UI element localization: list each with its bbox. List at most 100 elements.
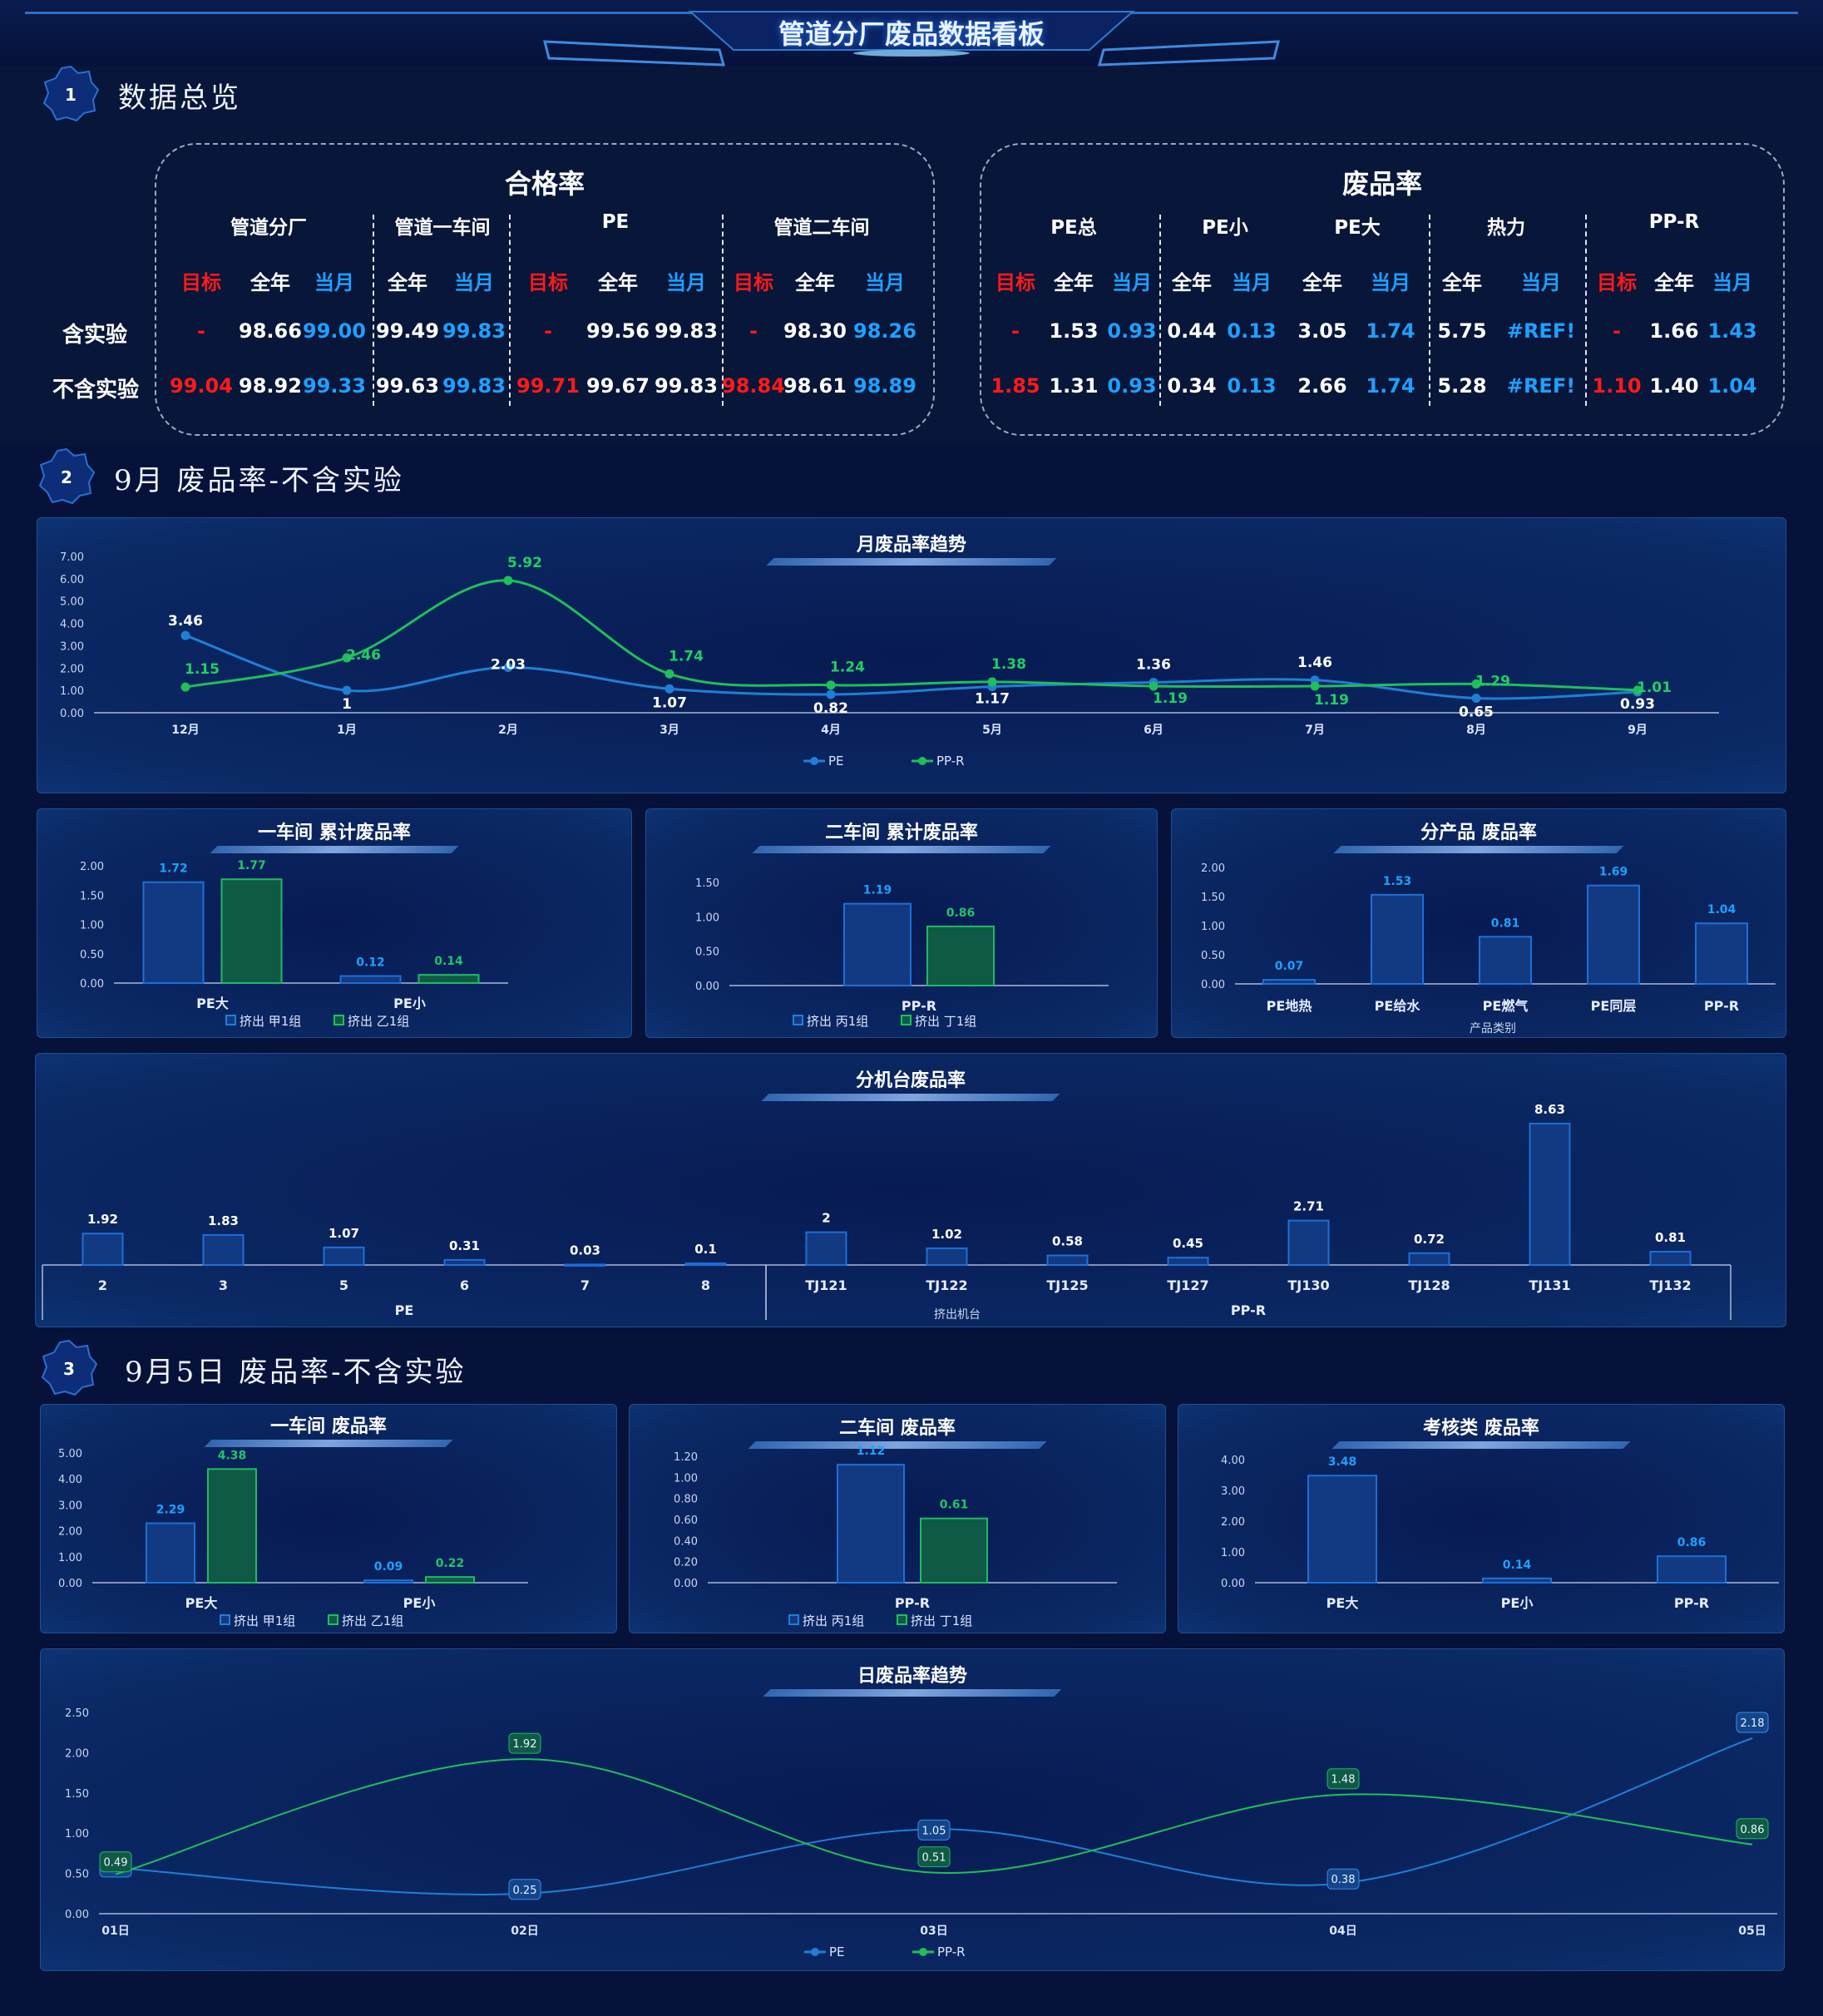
bar-value-label: 2 [822,1211,830,1226]
data-label: 1.05 [922,1825,946,1837]
data-label: 2.46 [346,647,381,664]
y-tick-label: 4.00 [58,1474,82,1486]
x-category-label: PE给水 [1375,998,1421,1014]
bar-value-label: 1.92 [87,1212,118,1227]
scrap_rate-cell-with-test-9: - [1613,319,1621,343]
chart-title: 分机台废品率 [855,1070,966,1091]
chart-title: 一车间 废品率 [270,1416,387,1437]
bar [1649,1251,1692,1267]
bar-value-label: 0.22 [436,1557,465,1570]
pass_rate-cell-without-test-1: 98.92 [239,374,302,398]
bar-value-label: 2.71 [1293,1199,1324,1214]
data-point [503,576,513,586]
bar [202,1233,245,1267]
pass_rate-cell-with-test-3: 99.49 [376,319,439,343]
y-tick-label: 4.00 [60,619,84,631]
legend-label: 挤出 乙1组 [348,1014,409,1029]
pass_rate-col-head-4: 当月 [454,271,494,294]
x-category-label: 2 [98,1277,107,1293]
pass_rate-col-head-5: 目标 [528,271,568,294]
y-tick-label: 2.00 [1221,1516,1245,1529]
pass_rate-divider-2 [722,215,724,406]
data-label: 3.46 [168,613,203,630]
dashboard-header: 管道分厂废品数据看板 [0,0,1823,67]
y-tick-label: 5.00 [60,596,84,609]
scrap_rate-col-head-6: 当月 [1371,271,1410,294]
scrap_rate-cell-with-test-11: 1.43 [1707,319,1757,343]
header-line-right [1124,12,1798,14]
scrap_rate-col-head-3: 全年 [1172,271,1212,294]
x-category-label: TJ131 [1529,1277,1570,1293]
x-category-label: PE小 [393,996,426,1011]
chart-title: 月废品率趋势 [856,535,966,556]
pass_rate-cell-without-test-8: 98.84 [722,374,785,398]
x-tick-label: 02日 [511,1925,538,1938]
x-category-label: 6 [460,1277,469,1293]
data-label: 0.25 [513,1885,537,1897]
scrap_rate-cell-without-test-7: 5.28 [1437,374,1487,398]
y-tick-label: 0.50 [1201,950,1225,962]
bar [443,1258,486,1267]
x-tick-label: 8月 [1466,724,1486,737]
chart-title: 一车间 累计废品率 [258,823,411,843]
pass_rate-group-3: 管道二车间 [773,217,870,239]
x-category-label: PE大 [185,1595,218,1611]
scrap_rate-col-head-0: 目标 [995,271,1035,294]
data-point [1310,681,1320,691]
legend-box-swatch [793,1015,803,1025]
bar-value-label: 0.09 [374,1560,403,1574]
pass_rate-cell-with-test-10: 98.26 [853,319,916,343]
data-point [664,669,674,679]
series-line-PE [185,634,1638,700]
pass_rate-group-0: 管道分厂 [230,217,307,239]
scrap_rate-cell-without-test-6: 1.74 [1366,374,1415,398]
pass_rate-col-head-0: 目标 [181,271,221,294]
legend-box-swatch [328,1614,338,1625]
data-label: 1.48 [1331,1774,1356,1786]
chart-title: 二车间 累计废品率 [825,823,978,843]
scrap_rate-cell-without-test-2: 0.93 [1107,374,1157,398]
scrap_rate-divider-0 [1159,215,1161,406]
machine-scrap-panel: 分机台废品率 2 1.92 3 1.83 5 1.07 6 0.31 7 0.03 8 0.1 TJ121… [35,1053,1786,1327]
data-label-box [1736,1712,1769,1733]
pass_rate-cell-without-test-6: 99.67 [586,374,650,398]
legend-box-swatch [225,1015,236,1025]
y-tick-label: 1.00 [58,1552,82,1564]
day_ws2-bar-chart: 0.00 0.20 0.40 0.60 0.80 1.00 1.20 PP-R 1.12 0.61… [674,1445,1117,1628]
legend-label: PE [829,1944,845,1959]
data-point [1471,694,1481,704]
chart-title: 考核类 废品率 [1423,1418,1539,1439]
pass_rate-cell-without-test-10: 98.89 [853,374,916,398]
scrap_rate-col-head-2: 当月 [1112,271,1152,294]
monthly-trend-panel: 月废品率趋势 0.00 1.00 2.00 3.00 4.00 5.00 6.00 7.00 12… [37,517,1786,793]
bar [805,1231,847,1267]
data-point [180,682,190,692]
day_ws1-bar-chart: 0.00 1.00 2.00 3.00 4.00 5.00 PE大 2.29 4.38 PE小 0.… [58,1448,528,1628]
x-tick-label: 1月 [337,724,357,737]
bar [1307,1475,1377,1584]
group-label: PP-R [1231,1302,1266,1318]
bar [425,1576,475,1584]
data-label: 1.17 [975,691,1010,708]
x-tick-label: 4月 [821,724,841,737]
bar [843,902,912,986]
pass_rate-cell-without-test-0: 99.04 [170,374,233,398]
section-1-title: 数据总览 [118,82,241,115]
y-tick-label: 0.00 [1201,979,1225,991]
legend-box-swatch [901,1015,912,1025]
pass_rate-cell-with-test-0: - [197,319,205,343]
bar [1371,893,1424,985]
data-point [987,677,997,687]
x-tick-label: 05日 [1738,1925,1766,1938]
x-category-label: TJ130 [1287,1277,1329,1293]
chart-title: 分产品 废品率 [1420,823,1537,843]
bar-value-label: 1.83 [208,1213,239,1228]
y-tick-label: 0.00 [58,1578,82,1590]
data-label: 0.51 [922,1852,946,1865]
bar [1587,884,1640,985]
y-tick-label: 0.20 [674,1557,698,1569]
bar-value-label: 0.86 [946,907,976,920]
daily-trend-panel: 日废品率趋势 0.00 0.50 1.00 1.50 2.00 2.50 01日 02日 03日 0… [40,1648,1785,1971]
header-line-left [25,12,699,14]
scrap-rate-title: 废品率 [1341,168,1422,200]
